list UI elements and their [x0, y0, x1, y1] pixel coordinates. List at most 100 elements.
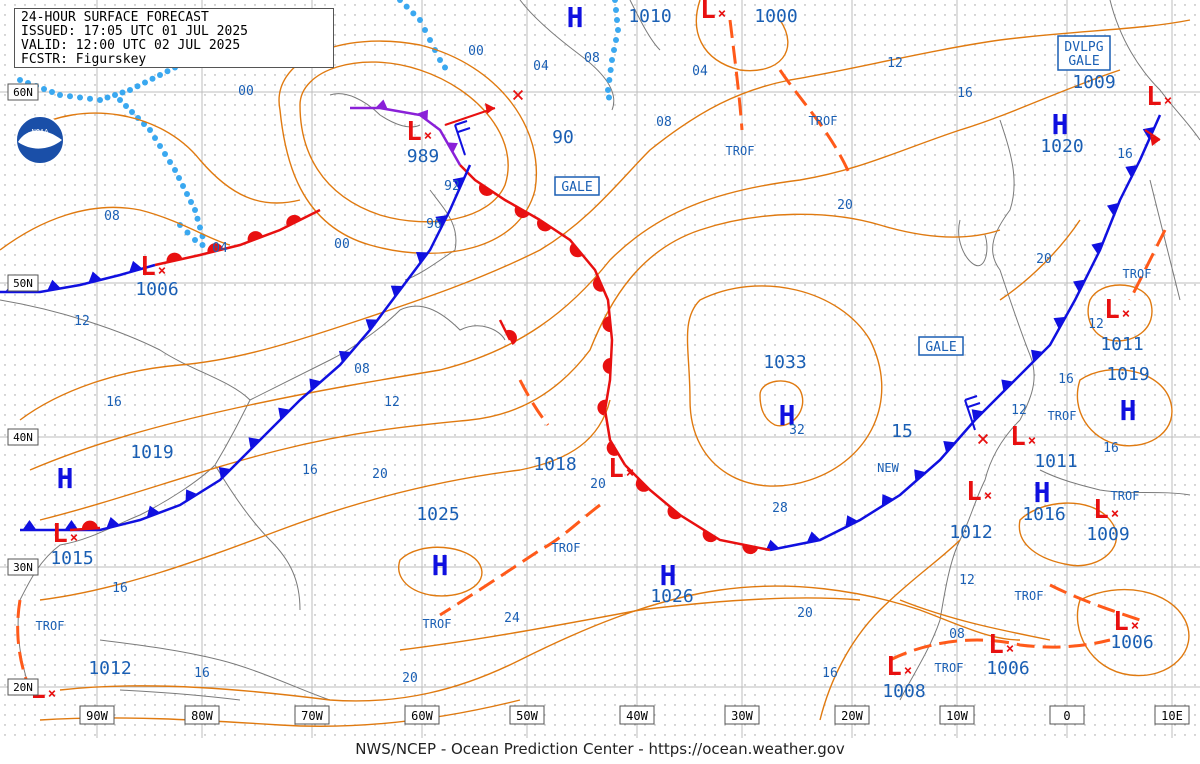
low-center-x: ×: [984, 488, 992, 504]
movement-arrowhead: [485, 103, 495, 114]
forecaster-line: FCSTR: Figurskey: [21, 52, 147, 67]
low-pressure-symbol: L: [886, 652, 902, 682]
low-pressure-value: 1015: [50, 548, 93, 569]
low-pressure-value: 1011: [1034, 451, 1077, 472]
ice-edge-dot: [67, 93, 73, 100]
ice-edge-dot: [17, 77, 23, 83]
gale-warning-box: [1057, 35, 1111, 71]
ice-edge-dot: [188, 199, 194, 205]
low-pressure-center: L×: [1093, 495, 1119, 525]
longitude-label: 0: [1063, 709, 1070, 723]
noaa-logo: NOAA: [15, 115, 65, 165]
isobar-label: 16: [1103, 441, 1119, 456]
trough-label: TROF: [423, 617, 452, 631]
wind-barb: [964, 395, 981, 431]
ice-edge-dot: [192, 207, 198, 213]
trough-label: TROF: [552, 541, 581, 555]
cold-front-triangle: [415, 252, 429, 264]
cold-front-triangle: [845, 515, 858, 528]
ice-edge-dot: [192, 237, 198, 243]
longitude-label: 70W: [301, 709, 323, 723]
cold-front-triangle: [806, 531, 821, 543]
low-pressure-value: 1012: [88, 658, 131, 679]
cold-front-triangle: [1053, 316, 1066, 330]
wind-barb: [454, 120, 471, 156]
low-pressure-center: L×: [1113, 607, 1139, 637]
cold-front-triangle: [22, 520, 37, 530]
ice-edge-dot: [104, 94, 111, 101]
cold-front-triangle: [248, 437, 261, 450]
ice-edge-dot: [613, 7, 619, 13]
cold-front-triangle: [1106, 202, 1119, 216]
low-pressure-symbol: L: [406, 117, 422, 147]
issued-line: ISSUED: 17:05 UTC 01 JUL 2025: [21, 24, 248, 39]
high-pressure-symbol: H: [432, 549, 449, 582]
low-center-x: ×: [718, 6, 726, 22]
ice-edge-dot: [614, 17, 620, 23]
high-pressure-value: 1025: [416, 504, 459, 525]
longitude-label: 10E: [1161, 709, 1183, 723]
isobar-label: 20: [590, 477, 606, 492]
isobar-label: 04: [533, 59, 549, 74]
low-pressure-center: L×: [988, 630, 1014, 660]
trough-label: TROF: [1015, 589, 1044, 603]
isobar-label: 04: [212, 241, 228, 256]
high-pressure-symbol: H: [567, 1, 584, 34]
ice-edge-dot: [437, 57, 443, 63]
occluded-front-symbol: [375, 99, 388, 110]
longitude-label-box: [724, 705, 760, 725]
isobar-label: 28: [772, 501, 788, 516]
ice-edge-dot: [410, 10, 417, 17]
occluded-front-symbol: [447, 142, 458, 153]
ice-edge-dot: [612, 0, 618, 3]
low-center-x: ×: [48, 686, 56, 702]
isobar-label: 08: [104, 209, 120, 224]
ice-edge-dot: [184, 191, 190, 197]
warm-front-semicircle: [592, 276, 605, 292]
low-pressure-center: L×: [886, 652, 912, 682]
isobar-label: 20: [402, 671, 418, 686]
graticule: [0, 0, 1200, 738]
high-pressure-value: 1016: [1022, 504, 1065, 525]
ice-edge-dot: [119, 89, 126, 96]
trough-label: TROF: [935, 661, 964, 675]
low-pressure-center: L×: [406, 117, 432, 147]
gale-warning-box: [554, 176, 600, 196]
longitude-label: 80W: [191, 709, 213, 723]
warm-front-semicircle: [597, 399, 607, 416]
ice-edge-dot: [180, 183, 186, 189]
isobar-label: 08: [656, 115, 672, 130]
low-pressure-center: L×: [1146, 82, 1172, 112]
cold-front-triangle: [146, 505, 160, 518]
low-pressure-symbol: L: [52, 519, 68, 549]
cold-front-triangle: [765, 539, 780, 551]
new-low-x-mark: ×: [976, 427, 989, 452]
low-pressure-symbol: L: [608, 454, 624, 484]
isobar-label: 12: [74, 314, 90, 329]
warm-front-semicircle: [569, 243, 583, 258]
isobar-label: 12: [959, 573, 975, 588]
low-pressure-value: 1012: [949, 522, 992, 543]
warm-front-semicircle: [742, 544, 759, 555]
ice-edge-dot: [194, 215, 201, 222]
ice-edge-dot: [142, 79, 148, 86]
high-pressure-symbol: H: [57, 462, 74, 495]
longitude-label-box: [404, 705, 440, 725]
warm-front-line: [624, 464, 771, 552]
latitude-label-box: [7, 83, 39, 101]
warm-front-semicircle: [602, 316, 612, 333]
ice-edge-dot: [123, 103, 129, 109]
new-low-x-mark: ×: [511, 83, 524, 108]
cold-front-triangle: [971, 409, 984, 422]
high-pressure-symbol: H: [779, 399, 796, 432]
longitude-label-box: [619, 705, 655, 725]
warm-front-semicircle: [606, 440, 619, 456]
isobar-label: 96: [426, 217, 442, 232]
latitude-label-box: [7, 678, 39, 696]
ice-edge-dot: [607, 67, 614, 73]
low-pressure-value: 1009: [1072, 72, 1115, 93]
longitude-label-box: [79, 705, 115, 725]
low-pressure-center: L×: [1104, 295, 1130, 325]
cold-front-triangle: [390, 285, 403, 298]
cold-front-triangle: [278, 407, 291, 420]
